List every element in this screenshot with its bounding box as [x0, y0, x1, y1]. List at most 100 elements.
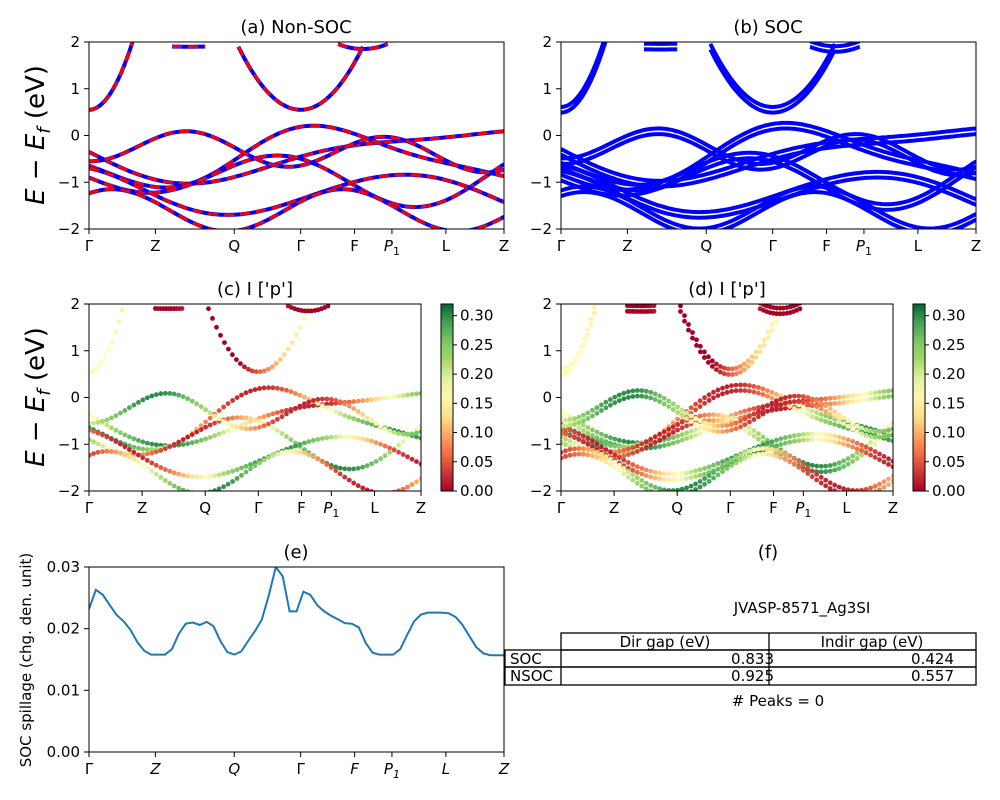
colorbar-tick-label: 0.25 — [460, 336, 493, 354]
band-point — [841, 441, 846, 447]
band-point — [243, 469, 249, 475]
y-tick-label: 2 — [70, 295, 80, 313]
band-point — [774, 404, 779, 409]
band-point — [616, 455, 622, 460]
band-point — [281, 352, 287, 358]
band-point — [643, 388, 649, 394]
band-point — [270, 411, 276, 417]
band-point — [877, 457, 882, 462]
band-point — [809, 396, 815, 402]
band-point — [625, 460, 631, 465]
band-point — [221, 484, 227, 490]
band-point — [818, 480, 824, 486]
band-point — [886, 456, 891, 462]
band-point — [179, 306, 185, 311]
band-point — [310, 454, 316, 459]
band-point — [297, 449, 303, 455]
band-point — [652, 444, 658, 450]
band-point — [765, 440, 770, 446]
band-point — [126, 443, 132, 449]
band-point — [787, 439, 793, 445]
band-point — [859, 452, 864, 458]
band-point — [288, 389, 294, 395]
band-point — [379, 490, 382, 491]
band-point — [693, 401, 698, 407]
band-point — [791, 456, 797, 462]
band-point — [661, 443, 667, 448]
band-point — [253, 369, 259, 375]
band-line — [708, 43, 837, 109]
band-point — [293, 449, 298, 454]
band-point — [818, 400, 824, 406]
band-point — [890, 393, 893, 399]
band-point — [414, 434, 419, 440]
band-point — [823, 432, 829, 437]
band-point — [765, 408, 770, 414]
band-point — [720, 391, 725, 397]
band-point — [140, 446, 146, 452]
band-point — [180, 487, 186, 491]
x-tick-label: L — [370, 499, 379, 517]
x-tick-label: Γ — [768, 237, 777, 255]
band-point — [616, 462, 622, 468]
band-point — [351, 406, 357, 412]
band-point — [657, 492, 662, 497]
band-point — [572, 421, 577, 427]
band-point — [818, 474, 824, 480]
band-point — [355, 398, 361, 404]
band-point — [585, 416, 591, 421]
band-point — [324, 462, 330, 467]
band-point — [787, 399, 793, 405]
band-point — [686, 322, 691, 327]
y-tick-label: 1 — [70, 80, 80, 98]
band-point — [378, 423, 383, 429]
band-point — [714, 367, 719, 372]
band-point — [675, 427, 680, 433]
band-point — [581, 418, 586, 424]
x-tick-label: F — [297, 499, 306, 517]
band-point — [270, 425, 276, 431]
band-point — [561, 455, 564, 461]
band-point — [630, 450, 636, 456]
band-point — [854, 398, 860, 404]
band-point — [581, 336, 587, 342]
x-tick-label: Q — [199, 499, 211, 517]
band-point — [243, 415, 249, 421]
band-point — [890, 432, 893, 437]
band-point — [100, 419, 105, 424]
band-point — [167, 444, 173, 449]
band-point — [765, 403, 770, 409]
band-point — [715, 393, 721, 398]
band-point — [625, 389, 631, 395]
band-point — [351, 399, 357, 404]
band-point — [302, 401, 307, 407]
band-point — [310, 398, 316, 403]
band-point — [351, 466, 357, 472]
band-point — [337, 465, 343, 471]
band-point — [729, 372, 735, 377]
band-point — [576, 431, 582, 437]
gap-table-cell: 0.833 — [731, 650, 774, 668]
band-point — [126, 434, 132, 440]
band-point — [189, 440, 195, 446]
panel-b-title: (b) SOC — [733, 17, 802, 38]
band-point — [769, 446, 775, 452]
band-point — [753, 355, 759, 360]
band-point — [868, 440, 873, 445]
band-point — [634, 393, 640, 399]
band-point — [742, 455, 748, 461]
band-point — [257, 386, 262, 391]
band-point — [751, 417, 757, 422]
y-tick-label: 0 — [542, 127, 552, 145]
colorbar-tick-label: 0.05 — [460, 453, 493, 471]
band-point — [800, 467, 806, 473]
band-point — [715, 472, 721, 478]
band-line — [561, 163, 976, 215]
band-point — [608, 462, 613, 468]
band-point — [91, 429, 96, 434]
band-point — [324, 401, 330, 407]
band-point — [729, 383, 734, 389]
band-point — [158, 448, 164, 453]
band-point — [122, 444, 128, 450]
band-point — [796, 432, 802, 438]
